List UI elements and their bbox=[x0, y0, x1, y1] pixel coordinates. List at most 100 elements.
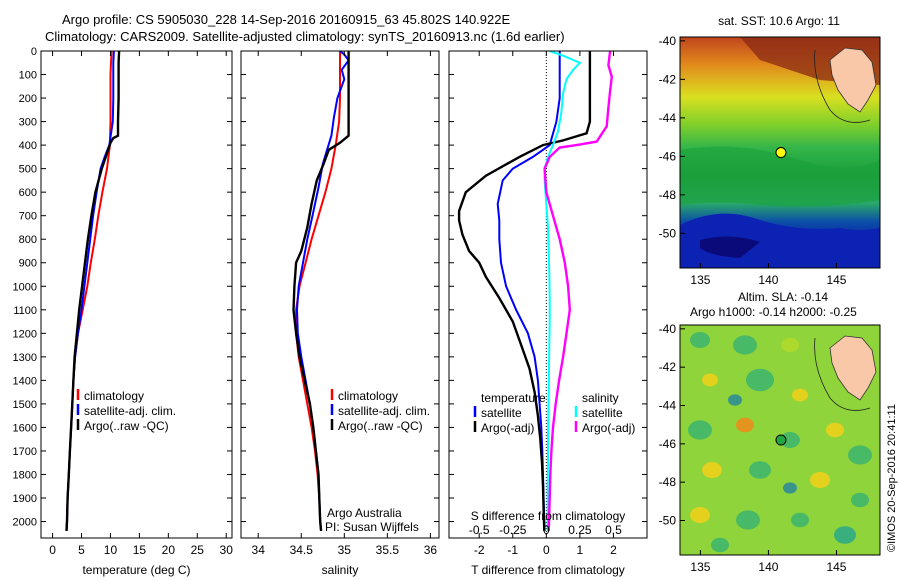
map-b-subtitle: Argo h1000: -0.14 h2000: -0.25 bbox=[690, 305, 857, 319]
y-tick-label: 500 bbox=[19, 164, 37, 176]
header-line-1: Argo profile: CS 5905030_228 14-Sep-2016… bbox=[62, 12, 510, 27]
x-tick-label: -1 bbox=[507, 543, 518, 557]
y-tick-label: 200 bbox=[19, 93, 37, 105]
y-tick-label: 1700 bbox=[13, 446, 37, 458]
legend-label: Argo(..raw -QC) bbox=[84, 419, 169, 433]
x-tick-label: 35 bbox=[338, 543, 352, 557]
shelf-contour-sla bbox=[814, 337, 871, 411]
s-tick-label: -0.25 bbox=[499, 523, 527, 537]
s-tick-label: 0.5 bbox=[605, 523, 622, 537]
x-tick-label: 5 bbox=[78, 543, 85, 557]
credit-org: Argo Australia bbox=[327, 506, 402, 520]
x-tick-label: 1 bbox=[577, 543, 584, 557]
map-b-title: Altim. SLA: -0.14 bbox=[738, 290, 828, 304]
map-y-tick-label: -50 bbox=[659, 226, 677, 240]
x-tick-label: 34.5 bbox=[290, 543, 314, 557]
map-y-tick-label: -44 bbox=[659, 399, 677, 413]
legend-label: satellite bbox=[582, 406, 623, 420]
tasmania-land-sla bbox=[829, 335, 877, 401]
map-y-tick-label: -42 bbox=[659, 72, 677, 86]
y-tick-label: 1500 bbox=[13, 399, 37, 411]
salinity-panel: 34 34.5 35 35.5 36 salinity climatologysatelli… bbox=[240, 50, 440, 577]
map-x-tick-label: 135 bbox=[690, 273, 710, 287]
x-axis-label: salinity bbox=[322, 563, 359, 577]
y-tick-label: 1800 bbox=[13, 469, 37, 481]
y-tick-label: 900 bbox=[19, 258, 37, 270]
y-tick-label: 600 bbox=[19, 187, 37, 199]
map-y-tick-label: -44 bbox=[659, 111, 677, 125]
tasmania-land bbox=[829, 47, 877, 113]
map-y-tick-label: -46 bbox=[659, 437, 677, 451]
legend-label: satellite bbox=[481, 406, 522, 420]
map-y-tick-label: -40 bbox=[659, 322, 677, 336]
y-tick-label: 1900 bbox=[13, 493, 37, 505]
legend-label: Argo(-adj) bbox=[481, 421, 534, 435]
legend-label: climatology bbox=[338, 389, 398, 403]
x-tick-label: 35.5 bbox=[376, 543, 400, 557]
y-tick-label: 100 bbox=[19, 70, 37, 82]
series-line-argo-raw-qc- bbox=[65, 51, 121, 531]
map-y-tick-label: -48 bbox=[659, 188, 677, 202]
y-tick-label: 1400 bbox=[13, 375, 37, 387]
y-tick-label: 700 bbox=[19, 211, 37, 223]
header-line-2: Climatology: CARS2009. Satellite-adjuste… bbox=[45, 29, 565, 44]
series-line-argo-raw-qc- bbox=[292, 51, 350, 532]
x-tick-label: 2 bbox=[610, 543, 617, 557]
map-x-tick-label: 140 bbox=[758, 273, 778, 287]
y-tick-label: 1000 bbox=[13, 281, 37, 293]
legend-title-salinity: salinity bbox=[582, 391, 619, 405]
y-tick-label: 400 bbox=[19, 140, 37, 152]
legend-label: Argo(..raw -QC) bbox=[338, 419, 423, 433]
x-tick-label: 36 bbox=[424, 543, 438, 557]
map-a-title: sat. SST: 10.6 Argo: 11 bbox=[718, 14, 840, 28]
x-tick-label: 20 bbox=[162, 543, 176, 557]
legend-label: climatology bbox=[84, 389, 144, 403]
x-tick-label: 15 bbox=[133, 543, 147, 557]
shelf-contour bbox=[814, 49, 871, 123]
sst-cold-core bbox=[700, 236, 760, 258]
y-tick-label: 2000 bbox=[13, 517, 37, 529]
series-line-argo-adj- bbox=[457, 51, 592, 531]
sla-map: 135 140 145 -40 -42 -44 -46 -48 -50 bbox=[659, 322, 881, 574]
imos-watermark: ©IMOS 20-Sep-2016 20:41:11 bbox=[886, 404, 898, 552]
map-y-tick-label: -40 bbox=[659, 34, 677, 48]
y-tick-label: 1300 bbox=[13, 352, 37, 364]
map-y-tick-label: -46 bbox=[659, 149, 677, 163]
x-tick-label: 0 bbox=[543, 543, 550, 557]
difference-panel: -2 -1 0 1 2 T difference from climatology -0.5… bbox=[448, 50, 648, 577]
y-tick-label: 0 bbox=[31, 46, 37, 58]
map-y-tick-label: -50 bbox=[659, 514, 677, 528]
y-tick-label: 300 bbox=[19, 117, 37, 129]
x-axis-label: T difference from climatology bbox=[471, 563, 625, 577]
x-tick-label: 30 bbox=[220, 543, 234, 557]
sst-green-band bbox=[680, 146, 880, 207]
legend-label: satellite-adj. clim. bbox=[338, 404, 430, 418]
x-tick-label: 0 bbox=[49, 543, 56, 557]
map-x-tick-label: 140 bbox=[758, 560, 778, 574]
argo-position-marker bbox=[775, 434, 787, 446]
argo-position-marker bbox=[775, 147, 787, 159]
legend-title-temperature: temperature bbox=[481, 391, 546, 405]
x-tick-label: 34 bbox=[252, 543, 266, 557]
credit-pi: PI: Susan Wijffels bbox=[325, 520, 419, 534]
s-tick-label: -0.5 bbox=[469, 523, 490, 537]
x-tick-label: 10 bbox=[104, 543, 118, 557]
legend-label: Argo(-adj) bbox=[582, 421, 635, 435]
x-axis-label: temperature (deg C) bbox=[82, 563, 190, 577]
series-line-satellite bbox=[543, 51, 582, 531]
s-tick-label: 0 bbox=[543, 523, 550, 537]
map-x-tick-label: 145 bbox=[826, 273, 846, 287]
sst-map: 135 140 145 -40 -42 -44 -46 -48 -50 bbox=[659, 34, 881, 287]
map-x-tick-label: 145 bbox=[826, 560, 846, 574]
y-tick-label: 1100 bbox=[13, 305, 37, 317]
y-tick-label: 800 bbox=[19, 234, 37, 246]
temperature-panel: 0 5 10 15 20 25 30 temperature (deg C) 0 100 200 30… bbox=[13, 46, 234, 577]
y-tick-label: 1600 bbox=[13, 422, 37, 434]
map-y-tick-label: -42 bbox=[659, 360, 677, 374]
s-axis-label: S difference from climatology bbox=[471, 509, 626, 523]
map-x-tick-label: 135 bbox=[690, 560, 710, 574]
y-tick-label: 1200 bbox=[13, 328, 37, 340]
x-tick-label: 25 bbox=[191, 543, 205, 557]
x-tick-label: -2 bbox=[474, 543, 485, 557]
